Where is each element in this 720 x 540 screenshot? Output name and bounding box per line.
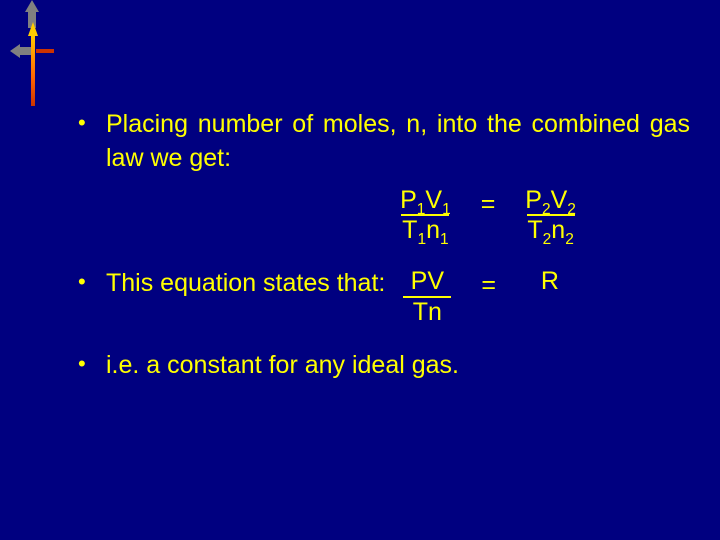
arrow-up-gradient-icon: [28, 18, 38, 106]
denominator: Tn: [403, 296, 451, 327]
bullet-1-line-a: Placing number of moles, n, into the: [106, 110, 522, 138]
equation-combined-gas-law: P1V1 T1n1 = P2V2 T2n2: [196, 186, 720, 246]
constant-r: R: [526, 267, 574, 327]
corner-decoration: [10, 0, 60, 110]
numerator: P2V2: [525, 186, 576, 215]
numerator: P1V1: [400, 186, 451, 215]
equation-pv-tn-r: PV Tn = R: [403, 267, 574, 327]
bullet-3-text: i.e. a constant for any ideal gas.: [106, 351, 459, 379]
bullet-3: i.e. a constant for any ideal gas.: [70, 349, 690, 383]
bullet-2-text: This equation states that:: [106, 267, 385, 301]
equals-sign: =: [481, 267, 496, 303]
slide-body: Placing number of moles, n, into the com…: [70, 108, 690, 404]
r-value: R: [541, 267, 559, 296]
equals-sign: =: [481, 186, 496, 222]
bullet-1: Placing number of moles, n, into the com…: [70, 108, 690, 245]
dash-icon: [36, 49, 54, 53]
denominator: T1n1: [401, 214, 449, 245]
fraction-right: P2V2 T2n2: [525, 186, 576, 246]
numerator: PV: [411, 267, 444, 296]
fraction-pv-tn: PV Tn: [403, 267, 451, 327]
denominator: T2n2: [527, 214, 575, 245]
fraction-left: P1V1 T1n1: [400, 186, 451, 246]
bullet-2: This equation states that: PV Tn = R: [70, 267, 690, 327]
